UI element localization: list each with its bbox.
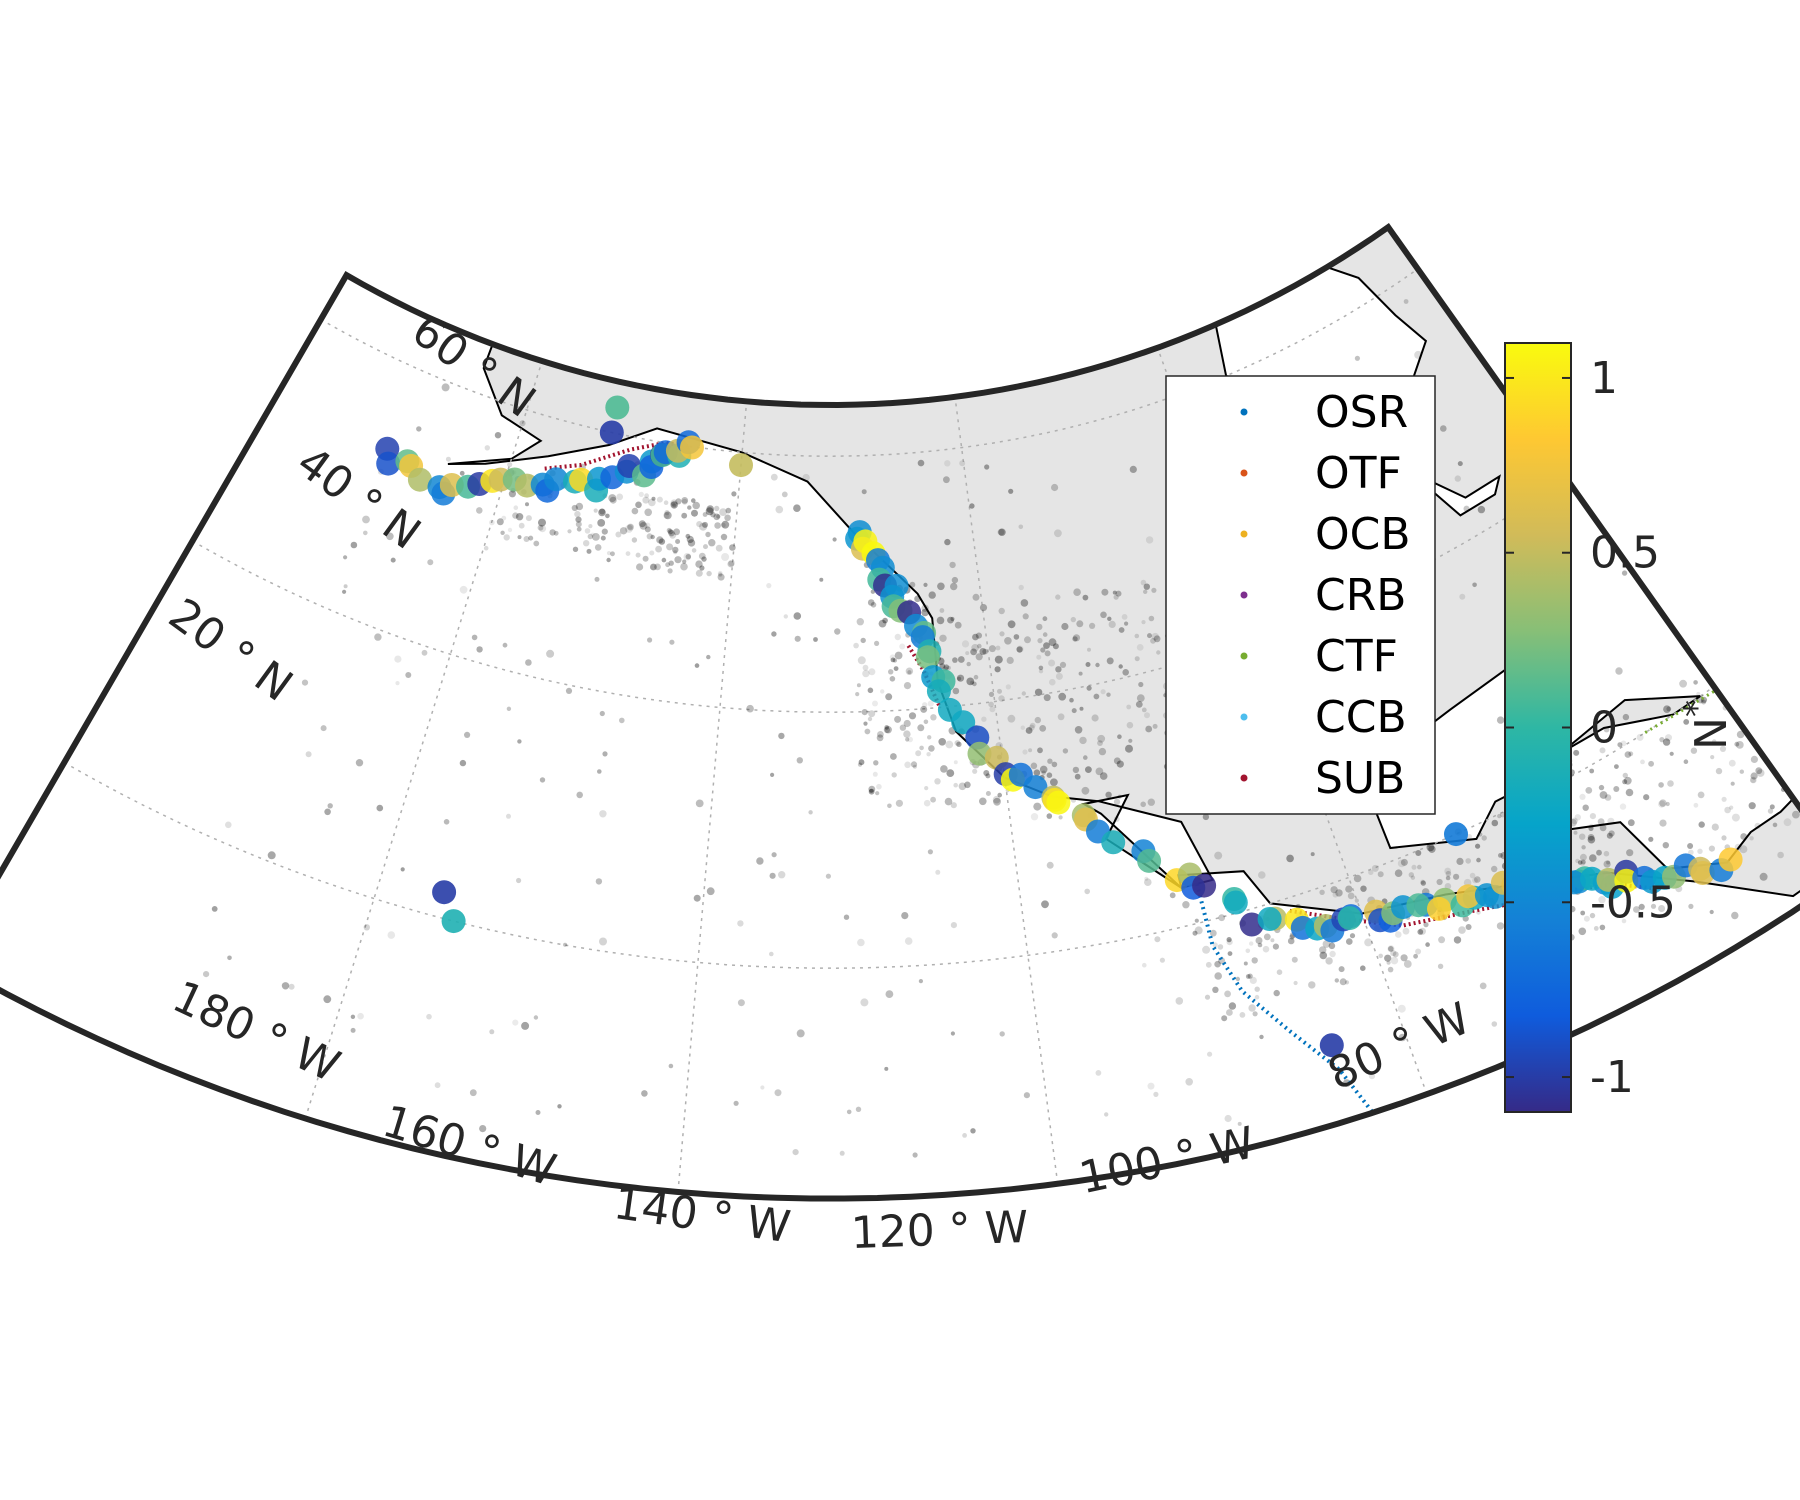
legend-label-osr: OSR <box>1315 387 1408 438</box>
legend-marker-ccb <box>1240 713 1248 721</box>
lon-label-160: 160 ° W <box>377 1096 562 1197</box>
event-marker <box>1614 868 1639 893</box>
lon-label-100: 100 ° W <box>1075 1117 1259 1204</box>
event-marker <box>1101 830 1126 855</box>
legend-marker-crb <box>1240 591 1248 599</box>
legend-label-ocb: OCB <box>1315 509 1411 560</box>
map-frame <box>0 223 1800 1202</box>
legend-box <box>1165 375 1436 815</box>
event-marker <box>1444 822 1468 847</box>
event-marker <box>926 679 951 704</box>
latitude-labels: 60 ° N40 ° N20 ° N <box>159 305 544 712</box>
event-marker <box>915 645 940 670</box>
legend-marker-sub <box>1240 774 1248 782</box>
event-marker <box>544 467 569 492</box>
event-marker <box>376 451 401 476</box>
event-marker <box>1456 884 1481 909</box>
event-marker <box>1223 890 1248 915</box>
legend-label-ctf: CTF <box>1315 631 1398 682</box>
event-marker <box>729 453 753 478</box>
ridge-boundary <box>1195 883 1375 1114</box>
event-marker <box>680 435 704 460</box>
event-marker <box>432 880 457 905</box>
event-marker <box>1319 1033 1344 1058</box>
arctic-islands <box>892 227 1199 302</box>
event-marker <box>1046 790 1071 815</box>
legend-label-crb: CRB <box>1315 570 1406 621</box>
event-marker <box>1427 896 1451 921</box>
event-markers <box>375 395 1743 1058</box>
colorbar: 1 0.5 0 -0.5 -1 N* <box>1504 342 1737 1113</box>
event-marker <box>441 909 466 934</box>
event-marker <box>1690 861 1715 885</box>
legend-marker-osr <box>1240 408 1248 416</box>
transform-boundary <box>1644 579 1800 734</box>
colorbar-tick-label: 0 <box>1590 703 1618 754</box>
legend-label-sub: SUB <box>1315 753 1405 804</box>
event-marker <box>605 395 630 420</box>
legend-marker-ocb <box>1240 530 1248 538</box>
event-marker <box>1137 848 1162 873</box>
lon-label-140: 140 ° W <box>611 1178 794 1253</box>
colorbar-label-star: * <box>1677 700 1717 717</box>
event-marker <box>1718 847 1743 872</box>
colorbar-tick-label: 1 <box>1590 353 1618 404</box>
legend-label-otf: OTF <box>1315 448 1402 499</box>
event-marker <box>1192 873 1217 898</box>
legend: OSR OTF OCB CRB CTF CCB SUB <box>1165 375 1436 815</box>
colorbar-tick-label: -0.5 <box>1590 877 1676 928</box>
legend-marker-otf <box>1240 469 1248 477</box>
hispaniola-land <box>1731 634 1800 690</box>
lon-label-120: 120 ° W <box>850 1202 1029 1259</box>
colorbar-ramp <box>1504 342 1572 1113</box>
colorbar-label-N: N <box>1686 717 1737 750</box>
lat-label-20: 20 ° N <box>159 589 301 712</box>
greenland-land <box>1296 227 1630 258</box>
cuba-land <box>1561 694 1704 754</box>
event-marker <box>407 467 432 492</box>
colorbar-tick-label: 0.5 <box>1590 528 1660 579</box>
event-marker <box>599 420 624 445</box>
event-marker <box>1337 906 1362 931</box>
legend-marker-ctf <box>1240 652 1248 660</box>
event-marker <box>1257 907 1282 931</box>
event-marker <box>1406 893 1431 918</box>
event-marker <box>1023 775 1048 800</box>
event-marker <box>951 710 976 735</box>
legend-label-ccb: CCB <box>1315 692 1407 743</box>
colorbar-label: N* <box>1677 700 1737 750</box>
colorbar-tick-label: -1 <box>1590 1052 1634 1103</box>
lon-label-180: 180 ° W <box>165 971 347 1092</box>
